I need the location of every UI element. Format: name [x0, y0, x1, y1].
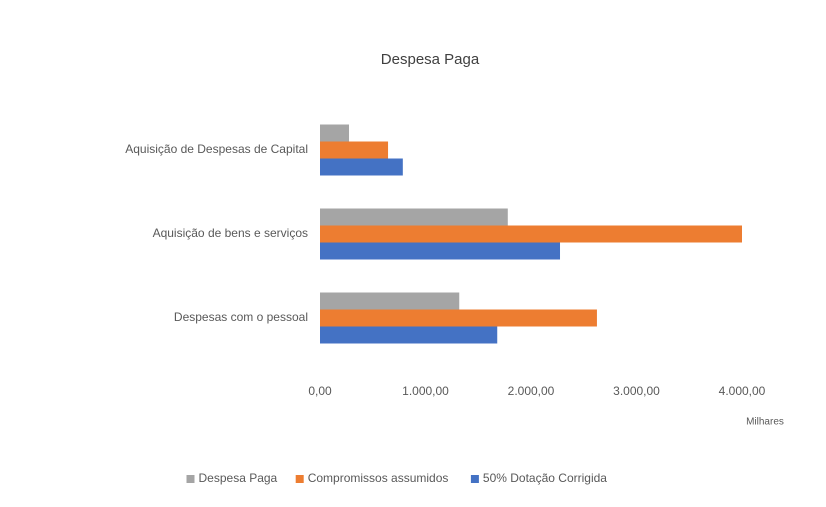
y-tick-label: Despesas com o pessoal [174, 310, 308, 324]
bar [320, 242, 561, 260]
x-tick-label: 2.000,00 [508, 384, 555, 398]
y-tick-label: Aquisição de bens e serviços [153, 226, 308, 240]
legend-swatch [295, 475, 304, 483]
x-tick-label: 1.000,00 [402, 384, 449, 398]
bar [320, 124, 350, 142]
bar [320, 141, 389, 159]
x-tick-label: 4.000,00 [719, 384, 766, 398]
y-tick-label: Aquisição de Despesas de Capital [125, 142, 308, 156]
x-tick-label: 0,00 [308, 384, 332, 398]
legend-label: Despesa Paga [199, 471, 278, 485]
legend-swatch [186, 475, 195, 483]
legend-label: 50% Dotação Corrigida [483, 471, 607, 485]
chart-title: Despesa Paga [381, 51, 480, 68]
bar [320, 158, 403, 176]
legend-swatch [470, 475, 479, 483]
bar [320, 208, 508, 226]
legend-label: Compromissos assumidos [308, 471, 449, 485]
x-tick-label: 3.000,00 [613, 384, 660, 398]
bar [320, 326, 498, 344]
bar [320, 309, 597, 327]
x-axis-label: Milhares [746, 417, 784, 428]
bar [320, 292, 460, 310]
bar [320, 225, 742, 243]
